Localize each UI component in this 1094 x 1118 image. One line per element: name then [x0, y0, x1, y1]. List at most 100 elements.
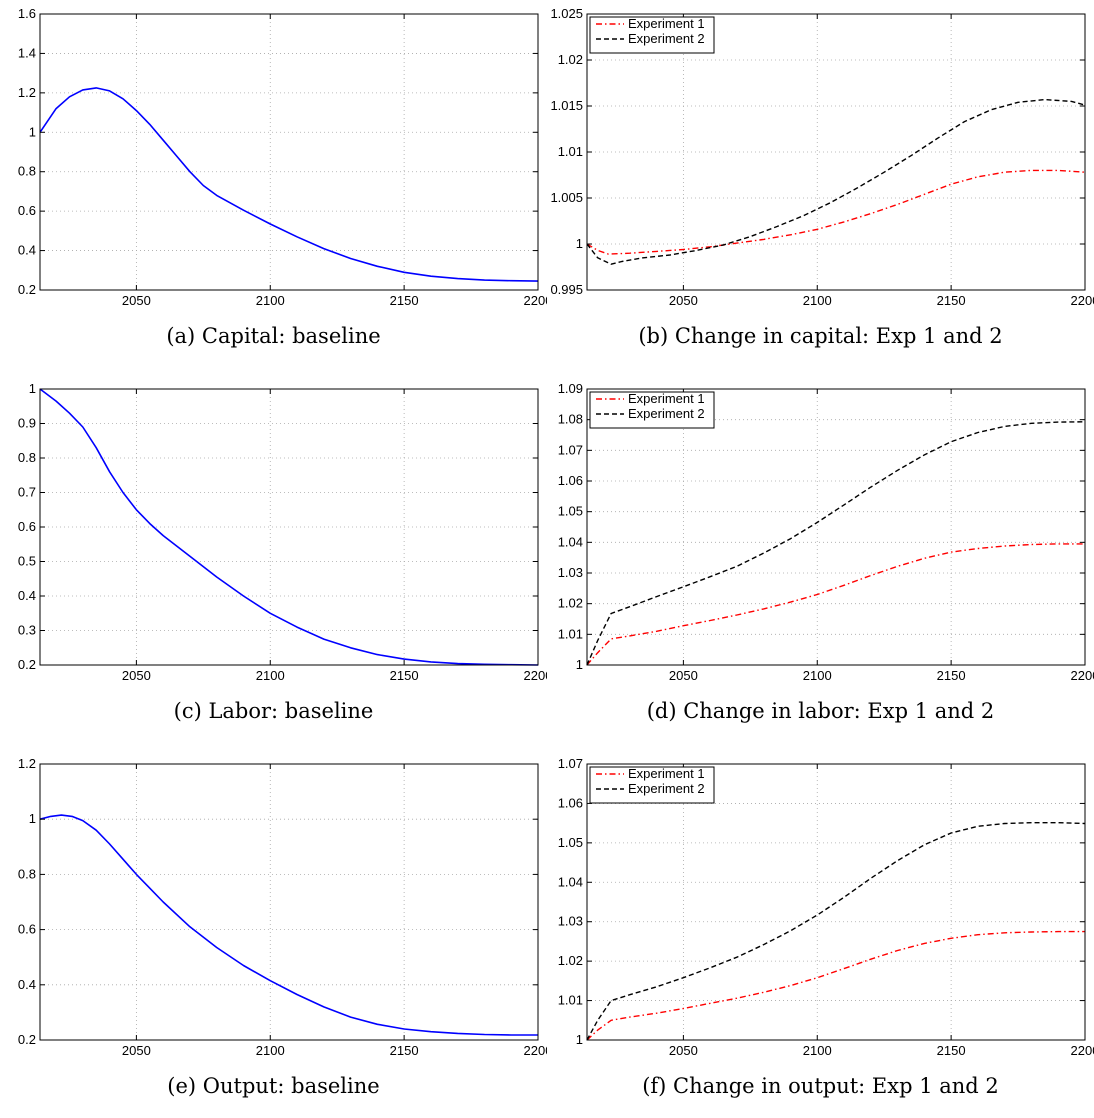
series-line-1 [39, 388, 539, 666]
chart-caption: (a) Capital: baseline [166, 324, 381, 348]
y-tick-label: 1 [29, 381, 36, 396]
y-tick-label: 1.02 [558, 52, 583, 67]
x-tick-label: 2100 [803, 1043, 832, 1058]
y-tick-label: 1.09 [558, 381, 583, 396]
y-tick-label: 1.6 [18, 6, 36, 21]
x-tick-label: 2150 [937, 1043, 966, 1058]
y-tick-label: 1.05 [558, 504, 583, 519]
y-tick-label: 1.07 [558, 756, 583, 771]
y-tick-label: 1.03 [558, 914, 583, 929]
y-tick-label: 1.015 [550, 98, 583, 113]
chart-caption: (e) Output: baseline [167, 1074, 380, 1098]
series-line-1 [586, 169, 1086, 255]
y-tick-label: 0.6 [18, 922, 36, 937]
y-tick-label: 1.025 [550, 6, 583, 21]
series-line-2 [586, 421, 1086, 666]
y-tick-label: 1.2 [18, 756, 36, 771]
y-tick-label: 1.04 [558, 534, 583, 549]
y-tick-label: 1.01 [558, 144, 583, 159]
series-line-2 [586, 98, 1086, 265]
legend-entry: Experiment 1 [628, 391, 705, 406]
y-tick-label: 0.4 [18, 977, 36, 992]
plot-frame [39, 13, 539, 291]
y-tick-label: 0.4 [18, 588, 36, 603]
x-tick-label: 2150 [390, 293, 419, 308]
x-tick-label: 2150 [937, 293, 966, 308]
chart-caption: (c) Labor: baseline [173, 699, 374, 723]
y-tick-label: 1.04 [558, 874, 583, 889]
y-tick-label: 0.6 [18, 519, 36, 534]
y-tick-label: 1.005 [550, 190, 583, 205]
chart-caption: (f) Change in output: Exp 1 and 2 [642, 1074, 999, 1098]
y-tick-label: 1 [29, 124, 36, 139]
y-tick-label: 0.5 [18, 554, 36, 569]
y-tick-label: 0.2 [18, 282, 36, 297]
plot-frame [586, 763, 1086, 1041]
y-tick-label: 0.2 [18, 1032, 36, 1047]
series-line-2 [586, 821, 1086, 1041]
legend-entry: Experiment 1 [628, 16, 705, 31]
x-tick-label: 2100 [803, 668, 832, 683]
y-tick-label: 0.3 [18, 623, 36, 638]
x-tick-label: 2050 [122, 293, 151, 308]
plot-frame [586, 388, 1086, 666]
y-tick-label: 1 [576, 236, 583, 251]
y-tick-label: 1.05 [558, 835, 583, 850]
x-tick-label: 2150 [937, 668, 966, 683]
y-tick-label: 0.995 [550, 282, 583, 297]
x-tick-label: 2100 [256, 668, 285, 683]
legend-entry: Experiment 2 [628, 406, 705, 421]
legend-box [589, 16, 715, 54]
y-tick-label: 1.02 [558, 596, 583, 611]
y-tick-label: 1.03 [558, 565, 583, 580]
legend-entry: Experiment 2 [628, 31, 705, 46]
chart-caption: (b) Change in capital: Exp 1 and 2 [638, 324, 1003, 348]
y-tick-label: 1.07 [558, 442, 583, 457]
legend-box [589, 766, 715, 804]
legend-box [589, 391, 715, 429]
legend-entry: Experiment 2 [628, 781, 705, 796]
y-tick-label: 1.06 [558, 795, 583, 810]
plot-frame [39, 763, 539, 1041]
y-tick-label: 0.8 [18, 450, 36, 465]
series-line-1 [39, 87, 539, 282]
series-line-1 [586, 543, 1085, 666]
y-tick-label: 0.7 [18, 485, 36, 500]
x-tick-label: 2050 [669, 668, 698, 683]
y-tick-label: 1 [29, 811, 36, 826]
x-tick-label: 2050 [122, 668, 151, 683]
y-tick-label: 0.6 [18, 203, 36, 218]
x-tick-label: 2100 [256, 1043, 285, 1058]
x-tick-label: 2050 [122, 1043, 151, 1058]
y-tick-label: 1.08 [558, 412, 583, 427]
x-tick-label: 2100 [256, 293, 285, 308]
y-tick-label: 1.4 [18, 45, 36, 60]
y-tick-label: 1.01 [558, 626, 583, 641]
y-tick-label: 0.8 [18, 866, 36, 881]
x-tick-label: 2150 [390, 1043, 419, 1058]
x-tick-label: 2050 [669, 1043, 698, 1058]
y-tick-label: 1 [576, 657, 583, 672]
x-tick-label: 2150 [390, 668, 419, 683]
x-tick-label: 2050 [669, 293, 698, 308]
y-tick-label: 0.9 [18, 416, 36, 431]
y-tick-label: 1.01 [558, 993, 583, 1008]
legend-entry: Experiment 1 [628, 766, 705, 781]
chart-caption: (d) Change in labor: Exp 1 and 2 [646, 699, 995, 723]
